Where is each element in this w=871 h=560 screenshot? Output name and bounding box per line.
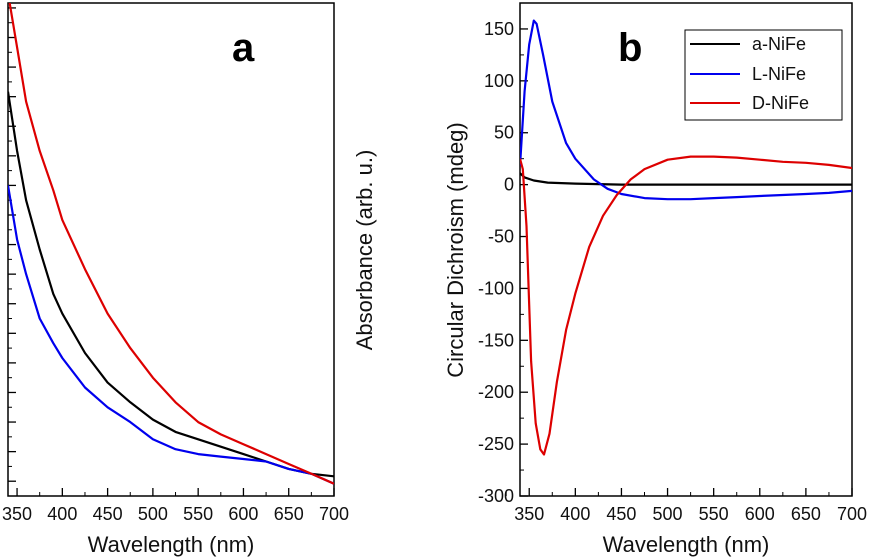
x-tick-label: 700 [837, 504, 867, 524]
panel-a-y-ticks [8, 7, 16, 482]
panel-b-y-ticks: 150 100 50 0 -50 -100 -150 -200 -250 -300 [478, 2, 528, 506]
series-line-a-nife [520, 172, 852, 186]
panel-a-frame [7, 2, 335, 497]
panel-b-x-ticks: 350 400 450 500 550 600 650 700 [505, 488, 867, 524]
x-tick-label: 450 [606, 504, 636, 524]
legend: a-NiFe L-NiFe D-NiFe [684, 29, 843, 121]
y-tick-label: -200 [478, 382, 514, 402]
y-tick-label: -300 [478, 486, 514, 506]
y-tick-label: -100 [478, 278, 514, 298]
x-tick-label: 550 [183, 504, 213, 524]
panel-a-x-axis-title: Wavelength (nm) [88, 532, 255, 557]
panel-a-x-ticks: 350 400 450 500 550 600 650 700 [2, 488, 349, 524]
legend-label-d-nife: D-NiFe [752, 93, 809, 113]
x-tick-label: 400 [560, 504, 590, 524]
y-tick-label: 50 [494, 123, 514, 143]
y-tick-label: 0 [504, 175, 514, 195]
panel-b-frame [519, 2, 853, 497]
y-tick-label: -50 [488, 227, 514, 247]
panel-a-lines [8, 3, 334, 485]
y-tick-label: -150 [478, 330, 514, 350]
x-tick-label: 450 [93, 504, 123, 524]
legend-label-l-nife: L-NiFe [752, 64, 806, 84]
legend-label-a-nife: a-NiFe [752, 34, 806, 54]
x-tick-label: 350 [2, 504, 32, 524]
panel-a: 350 400 450 500 550 600 650 700 a Wavelength (n… [2, 2, 377, 557]
panel-b-x-axis-title: Wavelength (nm) [603, 532, 770, 557]
x-tick-label: 700 [319, 504, 349, 524]
panel-a-y-axis-title: Absorbance (arb. u.) [352, 150, 377, 351]
panel-b-lines [520, 19, 852, 456]
y-tick-label: -250 [478, 434, 514, 454]
x-tick-label: 350 [514, 504, 544, 524]
y-tick-label: 150 [484, 19, 514, 39]
x-tick-label: 650 [274, 504, 304, 524]
x-tick-label: 600 [228, 504, 258, 524]
series-line-blue [8, 185, 334, 485]
series-line-red [8, 3, 334, 485]
panel-a-letter: a [232, 26, 255, 70]
series-line-d-nife [520, 155, 852, 456]
y-tick-label: 100 [484, 71, 514, 91]
series-line-black [8, 91, 334, 478]
panel-b-y-axis-title: Circular Dichroism (mdeg) [443, 122, 468, 377]
x-tick-label: 650 [791, 504, 821, 524]
x-tick-label: 400 [47, 504, 77, 524]
series-line-l-nife [520, 19, 852, 201]
panel-b-letter: b [618, 26, 642, 70]
x-tick-label: 550 [699, 504, 729, 524]
x-tick-label: 600 [745, 504, 775, 524]
x-tick-label: 500 [653, 504, 683, 524]
x-tick-label: 500 [138, 504, 168, 524]
